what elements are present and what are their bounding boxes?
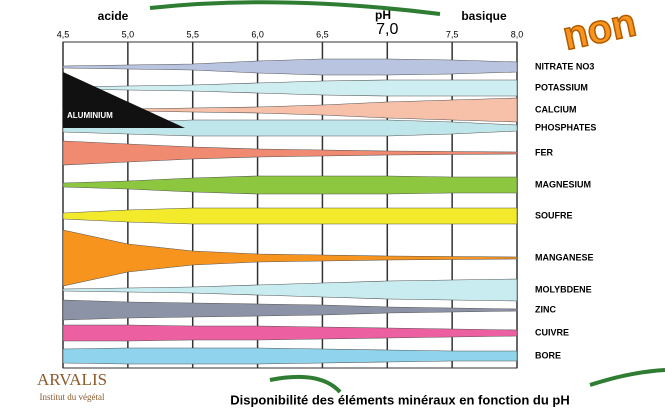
logo-name: ARVALIS [37, 370, 107, 389]
nutrient-band [62, 347, 518, 365]
acid-label: acide [98, 9, 129, 23]
tick-label: 7,5 [446, 29, 459, 39]
element-label: BORE [535, 350, 561, 360]
nutrient-band [62, 79, 518, 97]
nutrient-band [62, 278, 518, 302]
tick-label: 6,0 [251, 29, 264, 39]
element-label: MOLYBDENE [535, 284, 592, 294]
element-label: CALCIUM [535, 104, 577, 114]
aluminium-label: ALUMINIUM [67, 111, 113, 120]
tick-label: 5,5 [186, 29, 199, 39]
tick-label: 5,0 [122, 29, 135, 39]
element-label: SOUFRE [535, 210, 573, 220]
ph-label: pH [375, 8, 391, 22]
nutrient-band [62, 175, 518, 195]
nutrient-band [62, 324, 518, 342]
nutrient-band [62, 119, 518, 137]
tick-label: 4,5 [57, 29, 70, 39]
stamp: non [559, 0, 640, 58]
decor-arc [269, 374, 342, 394]
nutrient-band [62, 299, 518, 321]
plot-area [62, 41, 518, 369]
element-label: PHOSPHATES [535, 122, 596, 132]
element-label: POTASSIUM [535, 82, 588, 92]
nutrient-band [62, 207, 518, 225]
element-label: ZINC [535, 304, 556, 314]
tick-label: 8,0 [511, 29, 524, 39]
nutrient-band [62, 229, 518, 287]
tick-label: 6,5 [316, 29, 329, 39]
decor-arc [589, 368, 665, 387]
nutrient-band [62, 58, 518, 76]
nutrient-band [62, 140, 518, 166]
element-label: MANGANESE [535, 252, 594, 262]
logo-subtitle: Institut du végétal [40, 392, 105, 402]
basic-label: basique [461, 9, 507, 23]
element-label: CUIVRE [535, 327, 569, 337]
decor-arc [149, 0, 441, 16]
nutrient-band [62, 97, 518, 123]
caption: Disponibilité des éléments minéraux en f… [230, 392, 570, 407]
aluminium-band [63, 72, 185, 128]
tick-label: 7,0 [376, 21, 398, 38]
element-label: MAGNESIUM [535, 179, 591, 189]
element-label: FER [535, 147, 554, 157]
element-label: NITRATE NO3 [535, 61, 594, 71]
